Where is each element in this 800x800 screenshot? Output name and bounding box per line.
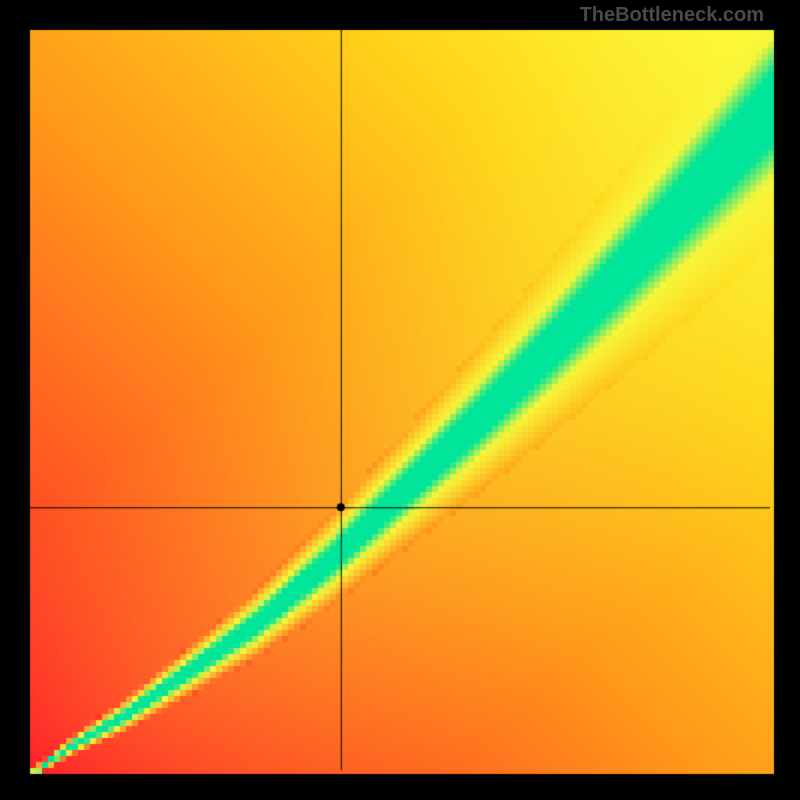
heatmap-canvas [0,0,800,800]
watermark-text: TheBottleneck.com [580,4,764,27]
chart-container: { "watermark": { "text": "TheBottleneck.… [0,0,800,800]
